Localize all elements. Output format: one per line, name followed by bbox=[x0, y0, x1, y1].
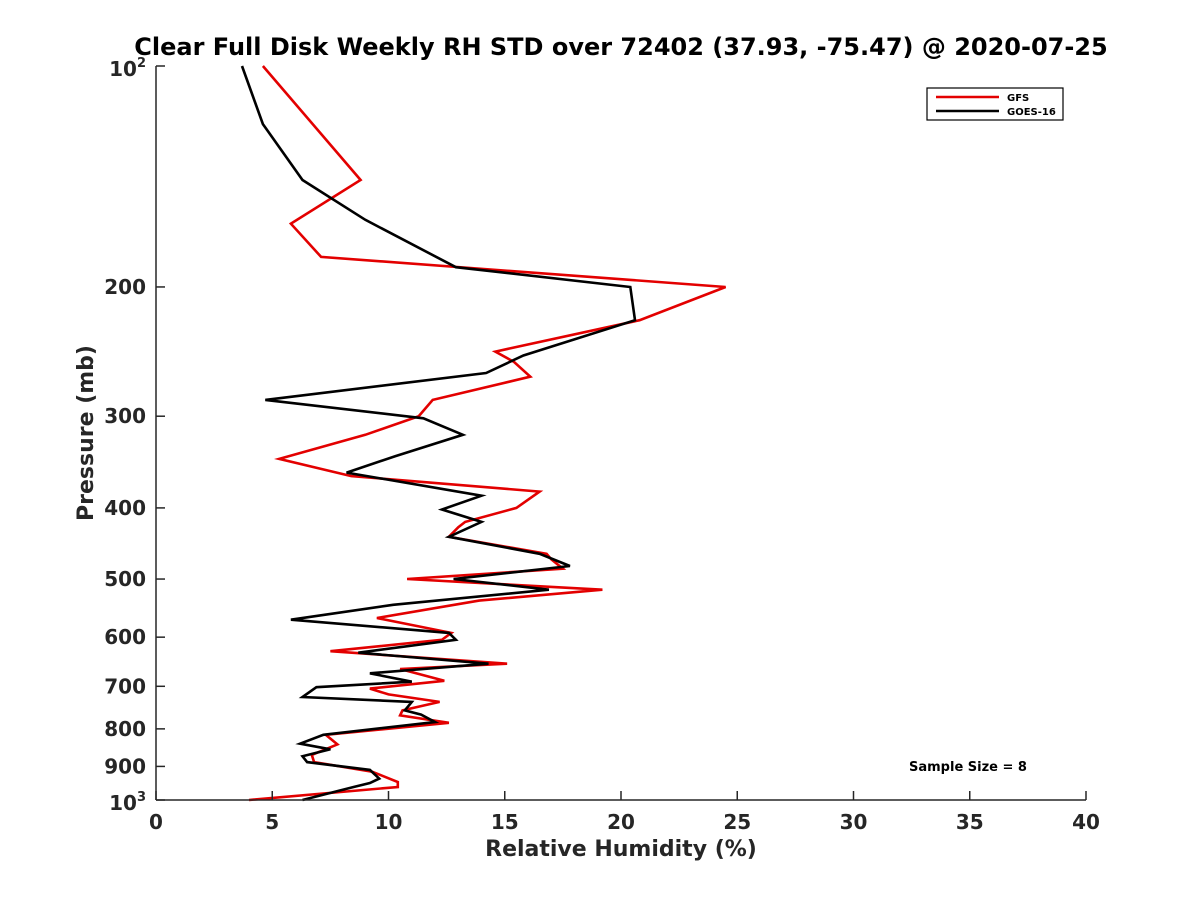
x-tick-label: 35 bbox=[956, 810, 984, 834]
y-tick-label: 900 bbox=[104, 754, 146, 778]
y-tick-label: 300 bbox=[104, 404, 146, 428]
y-tick-top-base: 10 bbox=[109, 57, 137, 81]
legend-box bbox=[926, 87, 1064, 121]
y-tick-label: 800 bbox=[104, 717, 146, 741]
y-tick-label: 500 bbox=[104, 567, 146, 591]
x-tick-label: 25 bbox=[723, 810, 751, 834]
y-tick-label: 400 bbox=[104, 496, 146, 520]
chart-title: Clear Full Disk Weekly RH STD over 72402… bbox=[134, 33, 1107, 61]
legend-label-goes16: GOES-16 bbox=[1007, 107, 1056, 118]
sample-size-annotation: Sample Size = 8 bbox=[909, 760, 1027, 775]
y-tick-label-top: 102 bbox=[109, 56, 146, 81]
y-tick-top-exp: 2 bbox=[137, 56, 146, 71]
y-tick-label: 600 bbox=[104, 625, 146, 649]
y-tick-label: 700 bbox=[104, 674, 146, 698]
legend: GFS GOES-16 bbox=[926, 87, 1064, 121]
x-tick-label: 5 bbox=[265, 810, 279, 834]
series-layer bbox=[240, 65, 727, 802]
plot-area bbox=[156, 66, 1086, 800]
legend-label-gfs: GFS bbox=[1007, 93, 1029, 104]
x-axis-label: Relative Humidity (%) bbox=[485, 837, 757, 862]
x-tick-label: 0 bbox=[149, 810, 163, 834]
x-tick-label: 15 bbox=[491, 810, 519, 834]
x-tick-label: 40 bbox=[1072, 810, 1100, 834]
x-tick-label: 30 bbox=[840, 810, 868, 834]
x-tick-label: 20 bbox=[607, 810, 635, 834]
y-axis-label: Pressure (mb) bbox=[74, 345, 99, 521]
y-tick-bottom-base: 10 bbox=[109, 791, 137, 815]
y-tick-label-bottom: 103 bbox=[109, 790, 146, 815]
y-tick-bottom-exp: 3 bbox=[137, 790, 146, 805]
series-line-goes16 bbox=[240, 65, 637, 802]
y-tick-label: 200 bbox=[104, 275, 146, 299]
x-ticks: 0 5 10 15 20 25 30 35 40 bbox=[149, 791, 1100, 834]
x-tick-label: 10 bbox=[375, 810, 403, 834]
y-ticks: 200 300 400 500 600 700 800 900 bbox=[104, 65, 165, 801]
